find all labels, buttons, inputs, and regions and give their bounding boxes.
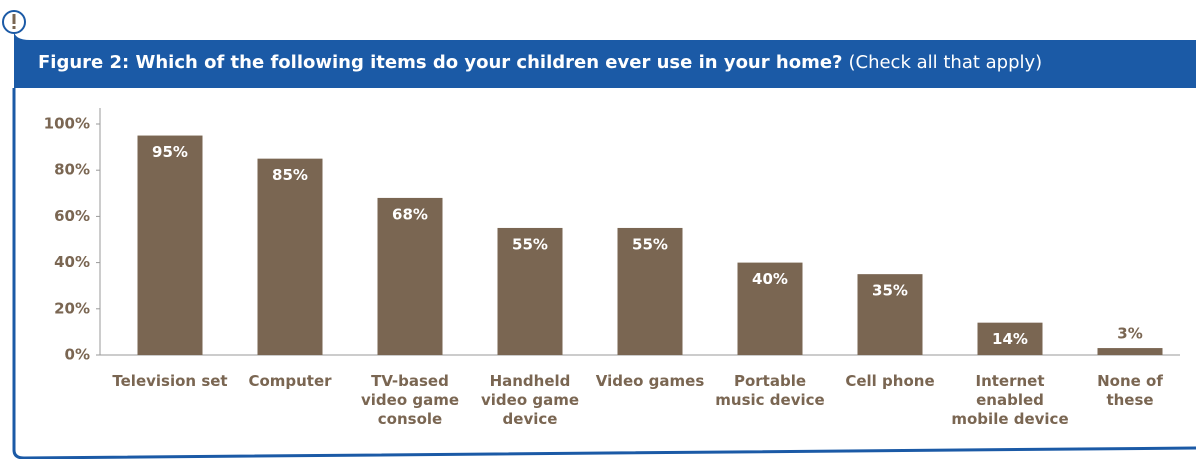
x-tick-label: Internet enabled mobile device [951,372,1069,428]
y-tick-label: 40% [54,253,90,271]
bar [257,158,323,355]
bar [377,197,443,355]
bar [617,227,683,355]
x-tick-label: Video games [595,372,705,390]
subtitle: (Check all that apply) [848,52,1042,73]
alert-icon-mark [12,14,16,24]
value-label: 40% [752,270,788,288]
x-tick-label: Portable music device [715,372,825,409]
y-tick-label: 20% [54,299,90,317]
value-label: 55% [512,235,548,253]
value-label: 85% [272,166,308,184]
x-tick-label: Handheld video game device [480,372,580,428]
title-banner [14,30,1196,88]
y-tick-label: 60% [54,207,90,225]
value-label: 14% [992,330,1028,348]
value-label: 68% [392,205,428,223]
chart-title: Figure 2: Which of the following items d… [38,52,1042,73]
x-tick-label: Television set [112,372,228,390]
x-tick-label: Computer [248,372,332,390]
bar [857,274,923,355]
title: Figure 2: Which of the following items d… [38,52,842,73]
bar [977,322,1043,355]
bar [737,262,803,355]
x-tick-label: Cell phone [845,372,935,390]
value-label: 95% [152,143,188,161]
bar [1097,348,1163,355]
alert-icon-dot [12,26,16,29]
frame [12,88,1196,459]
y-tick-label: 0% [65,346,90,364]
x-tick-label: TV-based video game console [360,372,460,428]
y-tick-label: 100% [44,115,90,133]
value-label: 3% [1117,325,1142,343]
x-tick-label: None of these [1097,372,1163,409]
y-tick-label: 80% [54,161,90,179]
bar [137,135,203,355]
bar [497,227,563,355]
value-label: 35% [872,282,908,300]
value-label: 55% [632,235,668,253]
